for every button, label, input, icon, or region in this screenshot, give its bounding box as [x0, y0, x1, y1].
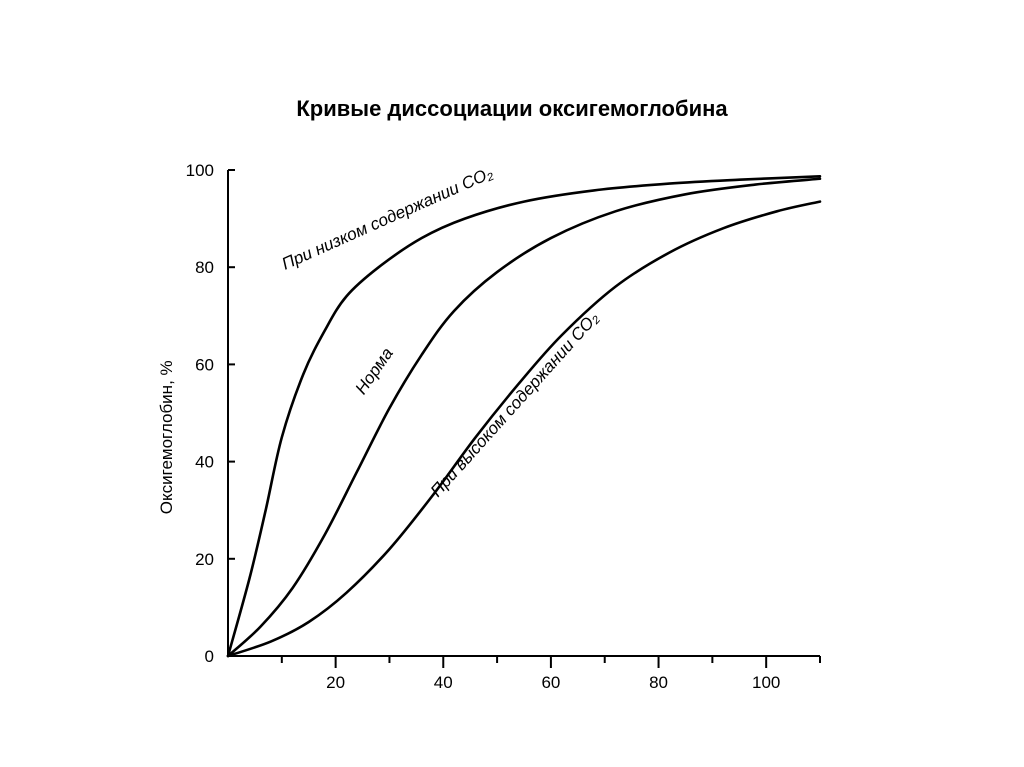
y-tick-label: 0	[205, 647, 214, 666]
x-tick-label: 60	[541, 673, 560, 692]
x-tick-label: 40	[434, 673, 453, 692]
y-tick-label: 80	[195, 258, 214, 277]
dissociation-chart: 20 40 60 80 100 0 20 40 60 80 100 Оксигемоглобин, %…	[140, 140, 840, 700]
x-tick-label: 80	[649, 673, 668, 692]
x-tick-label: 100	[752, 673, 780, 692]
y-axis-label: Оксигемоглобин, %	[157, 360, 176, 514]
y-tick-label: 60	[195, 355, 214, 374]
y-tick-label: 100	[186, 161, 214, 180]
y-tick-label: 40	[195, 453, 214, 472]
y-tick-label: 20	[195, 550, 214, 569]
x-tick-label: 20	[326, 673, 345, 692]
page-title: Кривые диссоциации оксигемоглобина	[0, 96, 1024, 122]
